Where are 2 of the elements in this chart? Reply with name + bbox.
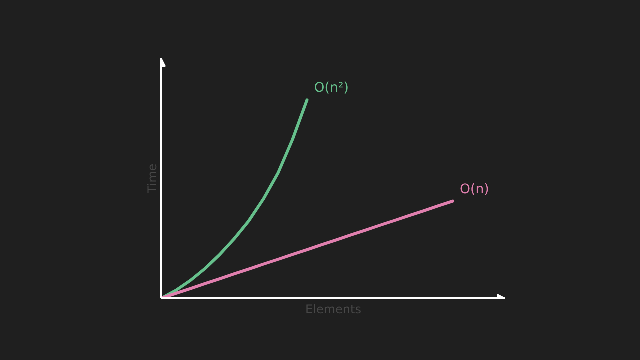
series-label: O(n)	[460, 182, 490, 198]
series-label: O(n²)	[314, 81, 349, 96]
